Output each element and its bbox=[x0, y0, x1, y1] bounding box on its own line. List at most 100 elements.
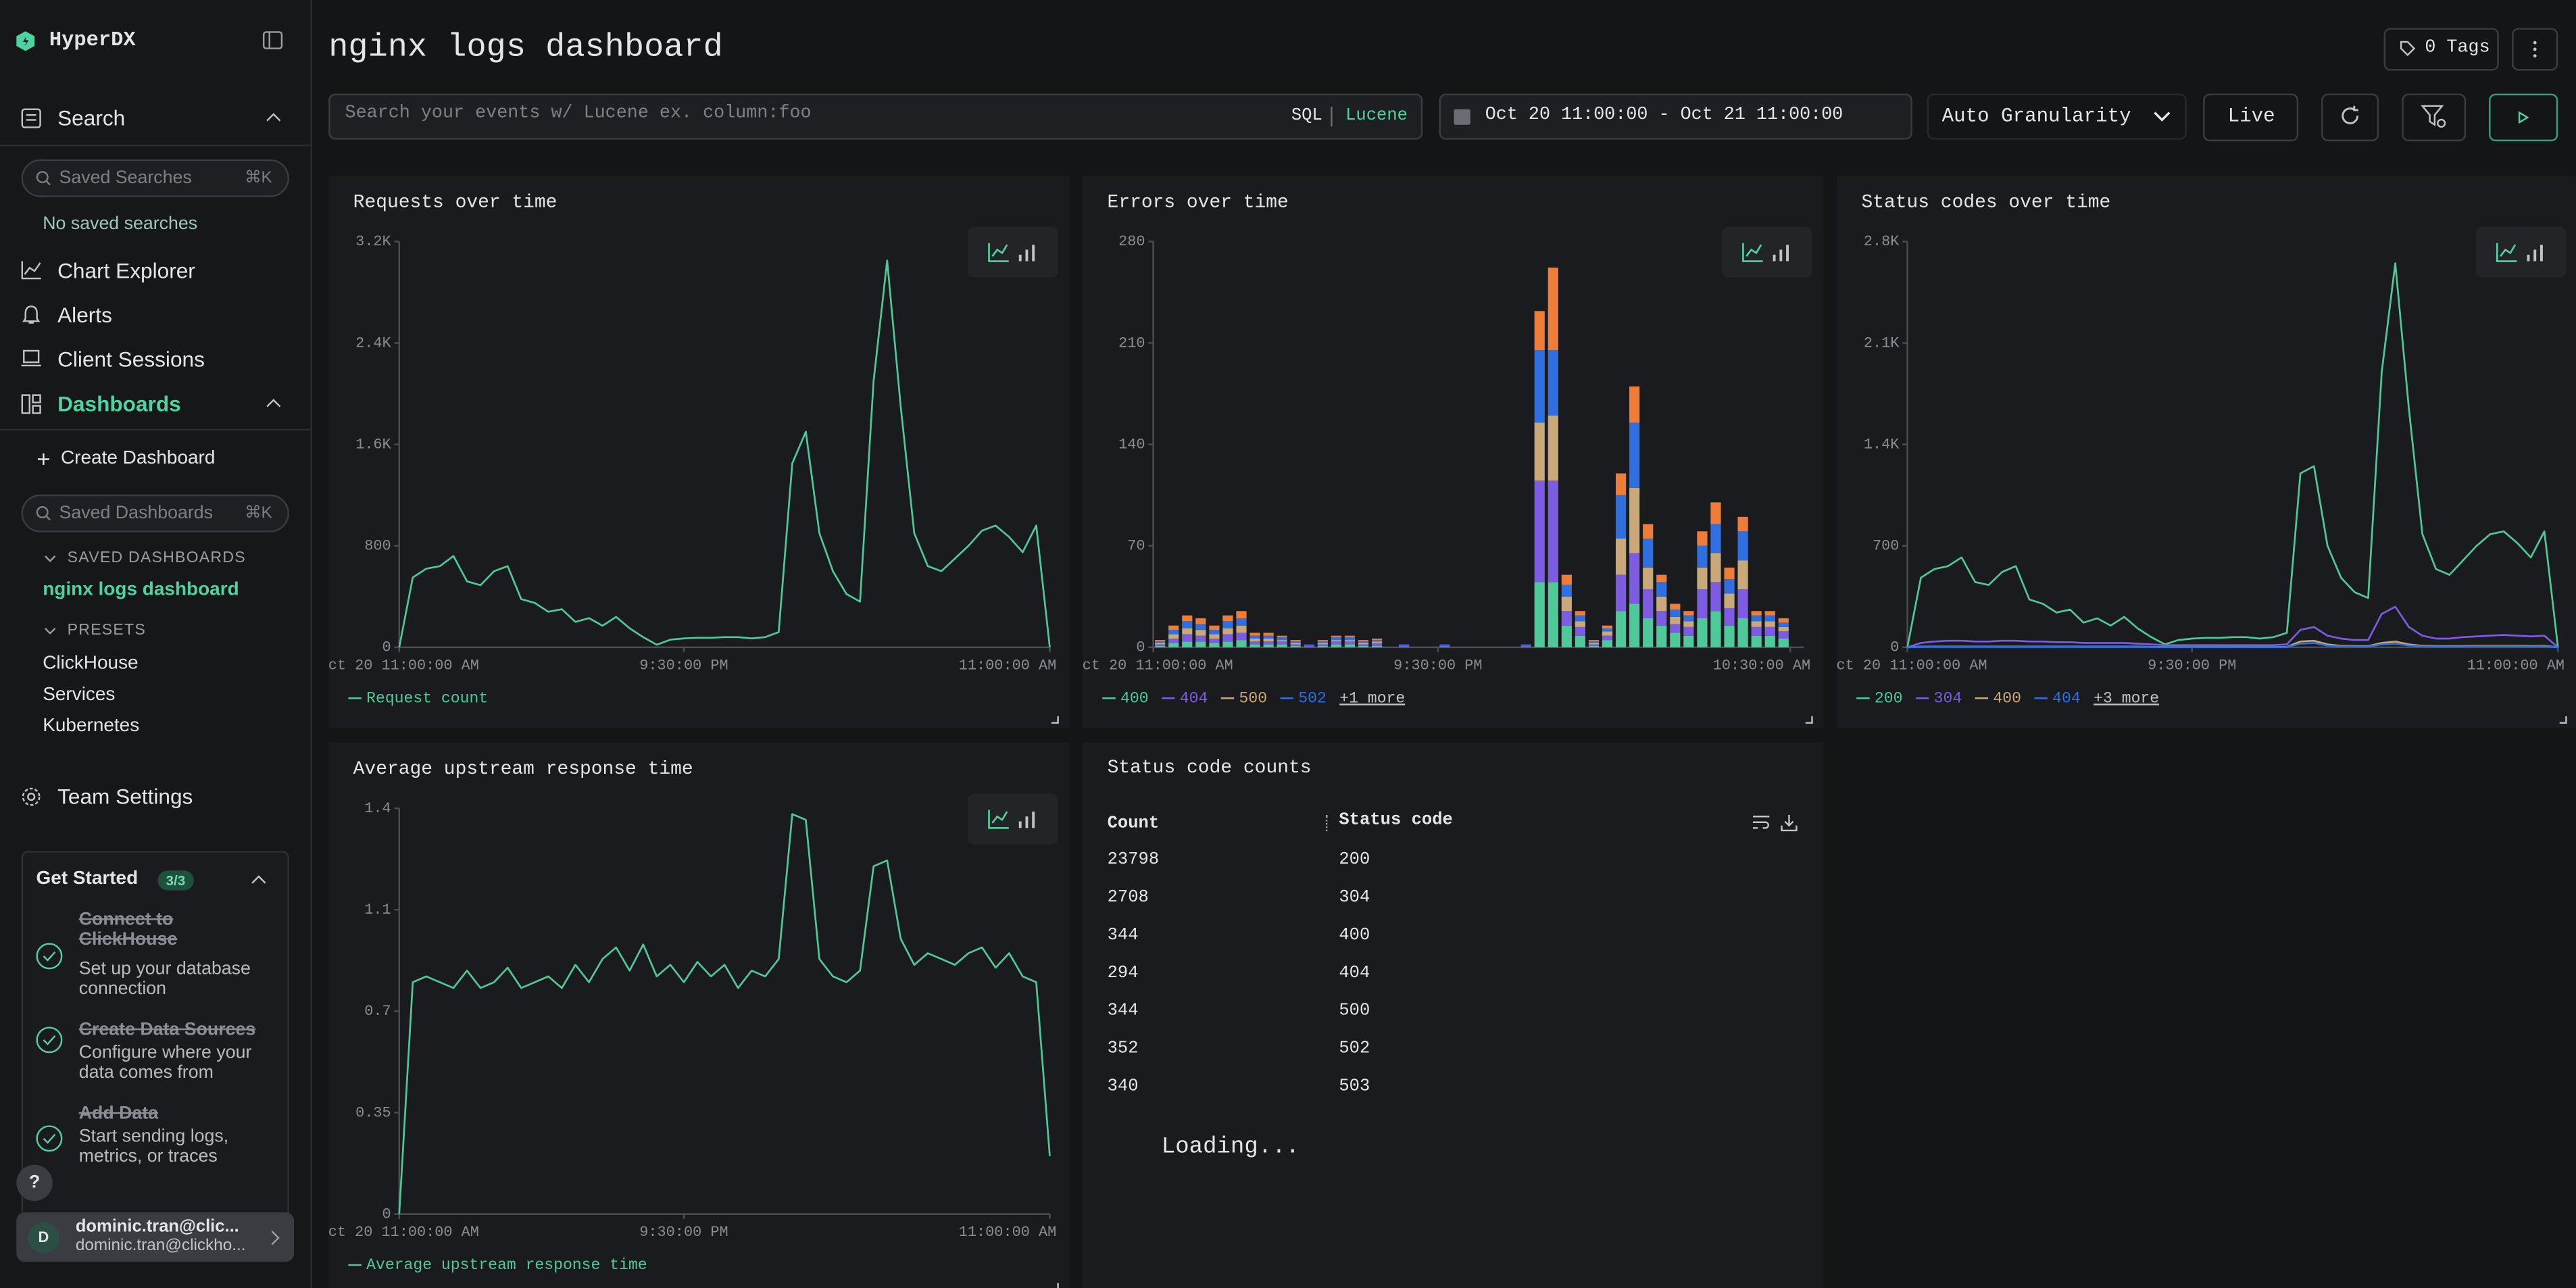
bar-segment bbox=[1602, 628, 1613, 632]
table-cell: 23798 bbox=[1107, 850, 1160, 870]
chevron bbox=[2154, 112, 2171, 122]
bar-segment bbox=[1697, 545, 1708, 568]
chart-panel: Average upstream response time 0 0.35 0.7 1.… bbox=[328, 742, 1070, 1288]
table-cell: 304 bbox=[1339, 888, 1370, 908]
bar-segment bbox=[1317, 645, 1328, 647]
bar-segment bbox=[1439, 645, 1450, 647]
bar-segment bbox=[1534, 350, 1545, 423]
nav-link[interactable]: Client Sessions bbox=[57, 347, 205, 372]
chevron[interactable] bbox=[251, 875, 266, 884]
user-menu[interactable] bbox=[16, 1212, 295, 1262]
chevron[interactable] bbox=[266, 113, 281, 122]
bar-segment bbox=[1656, 596, 1667, 612]
preset[interactable]: ClickHouse bbox=[43, 653, 139, 674]
bar-segment bbox=[1737, 618, 1748, 647]
bar-chart-icon bbox=[1018, 245, 1035, 262]
x-tick-label: 10:30:00 AM bbox=[1713, 657, 1810, 674]
bar-segment bbox=[1670, 616, 1681, 624]
saved-dashboard-input[interactable] bbox=[21, 494, 289, 532]
bar-segment bbox=[1534, 480, 1545, 583]
bar-segment bbox=[1277, 637, 1287, 641]
query-language[interactable]: SQL bbox=[1291, 106, 1322, 126]
column-resizer[interactable] bbox=[1325, 814, 1331, 832]
bar-segment bbox=[1561, 625, 1572, 647]
bar-segment bbox=[1236, 633, 1247, 641]
table-cell: 352 bbox=[1107, 1039, 1139, 1060]
bar-segment bbox=[1263, 638, 1274, 642]
menu-button[interactable] bbox=[2512, 28, 2558, 71]
x-tick-label: 9:30:00 PM bbox=[2148, 657, 2236, 674]
granularity-select[interactable] bbox=[1927, 93, 2187, 140]
table-cell: 502 bbox=[1339, 1039, 1370, 1060]
saved-dashboard[interactable]: nginx logs dashboard bbox=[43, 580, 239, 600]
bar-segment bbox=[1534, 311, 1545, 351]
search-input[interactable] bbox=[328, 93, 1423, 140]
run-button[interactable] bbox=[2489, 93, 2558, 142]
bar-segment bbox=[1751, 615, 1762, 622]
nav-link[interactable]: Alerts bbox=[57, 302, 112, 328]
wrap-icon[interactable] bbox=[1753, 815, 1770, 830]
bar-segment bbox=[1358, 644, 1369, 646]
bar-segment bbox=[1710, 611, 1721, 647]
bar-segment bbox=[1155, 643, 1166, 645]
bar-segment bbox=[1710, 502, 1721, 524]
query-language-active[interactable]: Lucene bbox=[1345, 106, 1408, 126]
gear-icon bbox=[22, 787, 41, 806]
bar-segment bbox=[1602, 635, 1613, 641]
download-icon[interactable] bbox=[1781, 814, 1798, 832]
bar-segment bbox=[1317, 640, 1328, 642]
x-tick-label: 11:00:00 AM bbox=[2467, 657, 2565, 674]
help-button[interactable]: ? bbox=[16, 1164, 53, 1202]
table-cell: 200 bbox=[1339, 850, 1370, 870]
nav-dashboards[interactable]: Dashboards bbox=[57, 391, 181, 416]
check-icon bbox=[36, 943, 63, 970]
create-dashboard[interactable]: Create Dashboard bbox=[60, 448, 216, 469]
preset[interactable]: Services bbox=[43, 685, 116, 705]
bar-segment bbox=[1737, 516, 1748, 532]
bar-segment bbox=[1222, 628, 1233, 635]
bar-segment bbox=[1168, 643, 1179, 647]
tags-button[interactable] bbox=[2383, 28, 2499, 71]
step-description: Configure where your data comes from bbox=[78, 1043, 252, 1083]
nav-team-settings[interactable]: Team Settings bbox=[57, 784, 193, 809]
chevron[interactable] bbox=[44, 555, 56, 562]
refresh-button[interactable] bbox=[2321, 93, 2379, 142]
bar-segment bbox=[1629, 422, 1640, 488]
bar-segment bbox=[1155, 641, 1166, 643]
bar-segment bbox=[1249, 641, 1260, 645]
bar-segment bbox=[1317, 644, 1328, 646]
bar-segment bbox=[1643, 618, 1654, 647]
x-tick-label: Oct 20 11:00:00 AM bbox=[1083, 657, 1233, 674]
bar-segment bbox=[1697, 567, 1708, 590]
y-tick-label: 1.4 bbox=[364, 800, 391, 817]
bar-segment bbox=[1304, 645, 1314, 647]
bar-segment bbox=[1764, 635, 1775, 647]
table-cell: 500 bbox=[1339, 1001, 1370, 1022]
avatar: D bbox=[28, 1222, 59, 1254]
bar-segment bbox=[1616, 495, 1627, 539]
table-cell: 294 bbox=[1107, 964, 1139, 984]
y-tick-label: 0.7 bbox=[364, 1003, 391, 1020]
bar-segment bbox=[1547, 267, 1558, 351]
bar-segment bbox=[1697, 618, 1708, 647]
nav-link[interactable]: Chart Explorer bbox=[57, 258, 195, 283]
nav-search[interactable]: Search bbox=[57, 105, 126, 130]
y-tick-label: 3.2K bbox=[355, 233, 391, 250]
chart: Average upstream response time 0 0.35 0.7 1.… bbox=[328, 759, 1059, 1288]
bar-segment bbox=[1602, 640, 1613, 647]
chart-toggle bbox=[967, 793, 1058, 845]
collapse-button[interactable] bbox=[262, 31, 283, 49]
filter-button[interactable] bbox=[2402, 93, 2467, 142]
bar-segment bbox=[1534, 422, 1545, 481]
bar-segment bbox=[1751, 626, 1762, 636]
chevron[interactable] bbox=[266, 399, 281, 407]
saved-search-input[interactable] bbox=[21, 159, 289, 197]
preset[interactable]: Kubernetes bbox=[43, 716, 140, 737]
bar-segment bbox=[1588, 641, 1600, 643]
magnifier-icon bbox=[36, 171, 51, 186]
time-picker[interactable] bbox=[1439, 93, 1912, 140]
chevron[interactable] bbox=[44, 628, 56, 635]
live-button[interactable] bbox=[2203, 93, 2299, 142]
user-name: dominic.tran@clic... bbox=[75, 1216, 239, 1237]
bar-segment bbox=[1575, 611, 1586, 616]
